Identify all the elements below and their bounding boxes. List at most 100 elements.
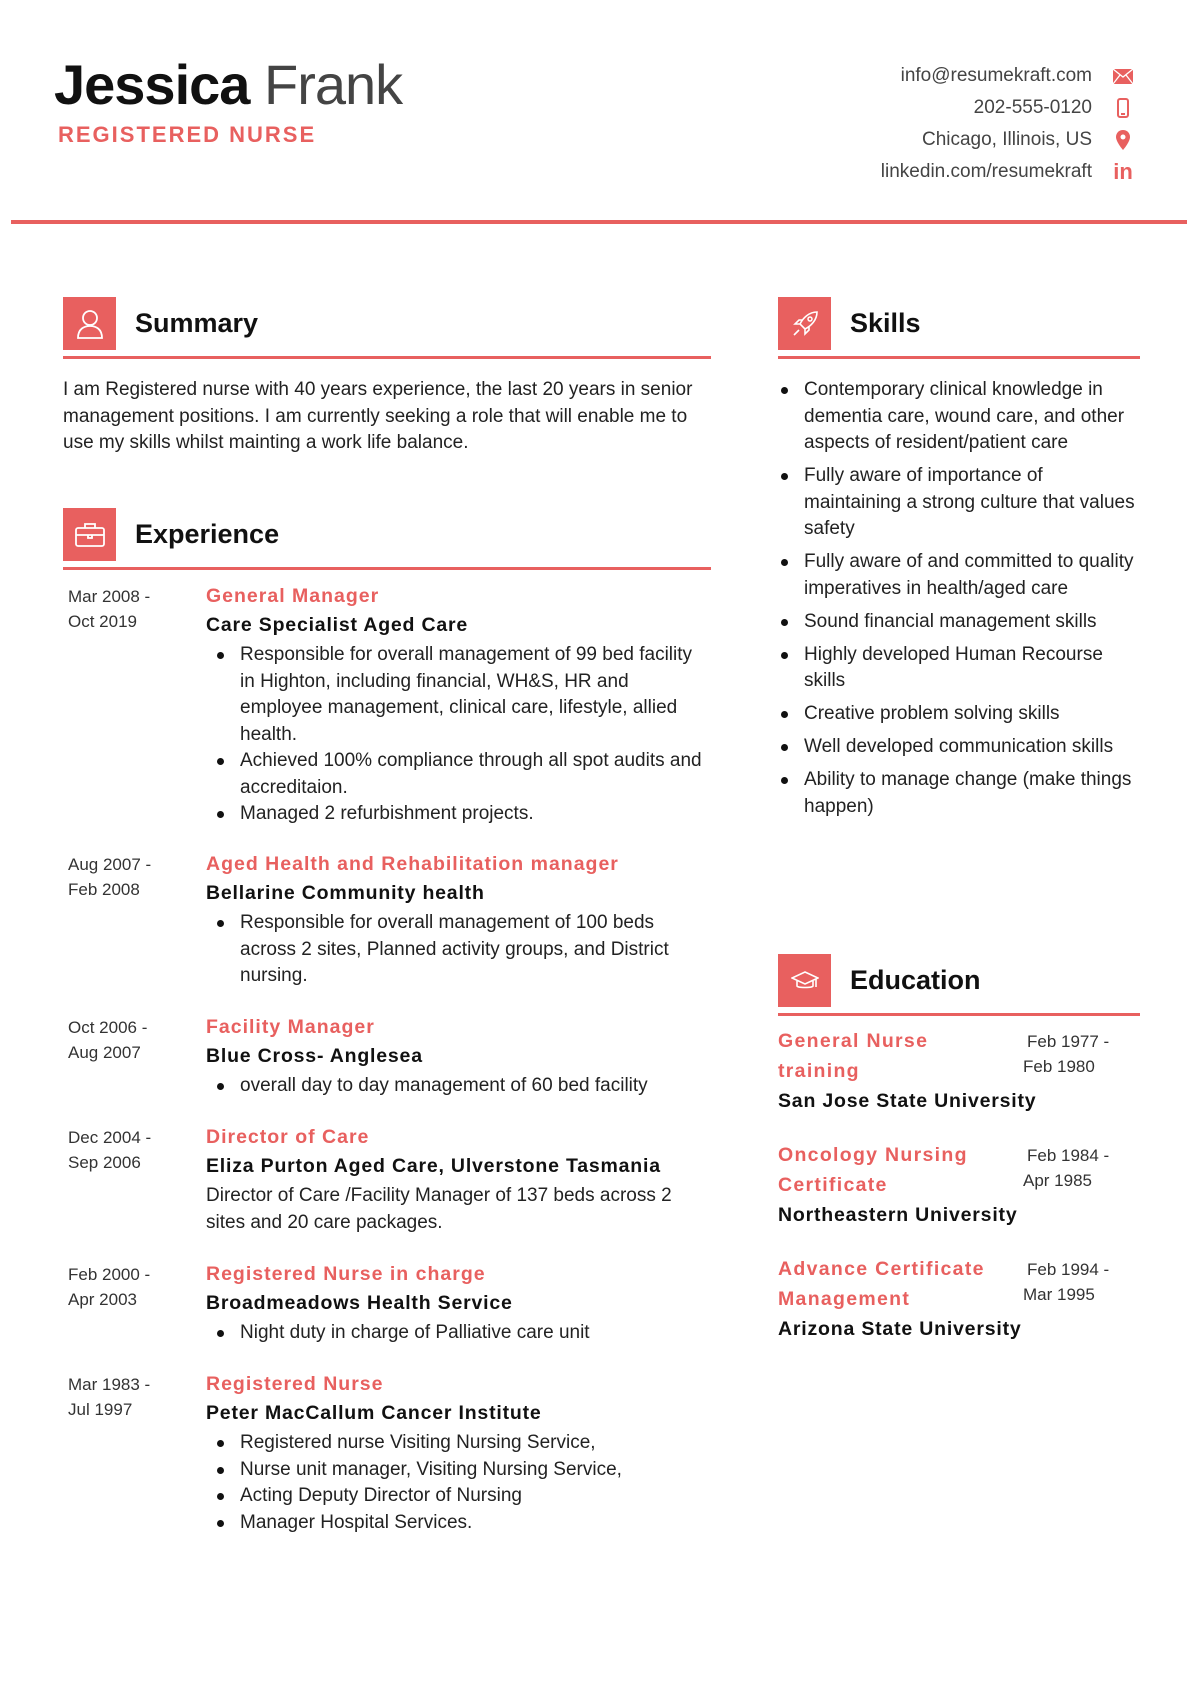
end-date: Sep 2006 (68, 1153, 141, 1172)
start-date: Mar 2008 - (68, 587, 151, 606)
list-item: Achieved 100% compliance through all spo… (206, 748, 711, 801)
education-dates: Feb 1984 - Apr 1985 (1023, 1143, 1143, 1193)
end-date: Jul 1997 (68, 1400, 133, 1419)
entry-dates: Aug 2007 - Feb 2008 (68, 852, 198, 902)
section-title: Experience (135, 519, 280, 549)
graduation-cap-icon (778, 954, 831, 1007)
section-title: Skills (850, 308, 921, 338)
experience-list: Mar 2008 - Oct 2019 General Manager Care S… (63, 0, 711, 1698)
envelope-icon (1110, 68, 1136, 84)
rocket-icon (778, 297, 831, 350)
job-role: REGISTERED NURSE (58, 122, 317, 147)
start-date: Feb 1994 - (1027, 1260, 1110, 1279)
degree-title: General Nurse training (778, 1030, 929, 1082)
list-item: Responsible for overall management of 10… (206, 910, 711, 990)
company: Bellarine Community health (206, 882, 485, 904)
job-title: Registered Nurse in charge (206, 1263, 486, 1285)
list-item: Manager Hospital Services. (206, 1510, 711, 1537)
end-date: Apr 2003 (68, 1290, 137, 1309)
header-divider (11, 220, 1187, 224)
experience-section: Experience (63, 508, 711, 570)
list-item: Nurse unit manager, Visiting Nursing Ser… (206, 1457, 711, 1484)
end-date: Apr 1985 (1023, 1171, 1092, 1190)
last-name: Frank (264, 53, 403, 116)
summary-section: Summary I am Registered nurse with 40 ye… (63, 297, 711, 457)
entry-dates: Mar 2008 - Oct 2019 (68, 584, 198, 634)
location-pin-icon (1110, 130, 1136, 150)
section-title: Education (850, 965, 981, 995)
start-date: Dec 2004 - (68, 1128, 152, 1147)
job-title: Director of Care (206, 1126, 370, 1148)
entry-dates: Mar 1983 - Jul 1997 (68, 1372, 198, 1422)
skill-item: Fully aware of and committed to quality … (778, 549, 1140, 602)
start-date: Feb 1977 - (1027, 1032, 1110, 1051)
list-item: Responsible for overall management of 99… (206, 642, 711, 748)
company: Peter MacCallum Cancer Institute (206, 1402, 542, 1424)
job-title: Registered Nurse (206, 1373, 384, 1395)
education-list: General Nurse training San Jose State Un… (778, 0, 1140, 1698)
end-date: Feb 1980 (1023, 1057, 1095, 1076)
school-name: Northeastern University (778, 1204, 1018, 1226)
company: Eliza Purton Aged Care, Ulverstone Tasma… (206, 1155, 661, 1177)
entry-dates: Feb 2000 - Apr 2003 (68, 1262, 198, 1312)
job-title: Aged Health and Rehabilitation manager (206, 853, 619, 875)
contact-text: 202-555-0120 (973, 97, 1092, 118)
contact-list: info@resumekraft.com 202-555-0120 Chicag… (881, 60, 1136, 188)
contact-linkedin[interactable]: linkedin.com/resumekraft in (881, 156, 1136, 188)
start-date: Feb 1984 - (1027, 1146, 1110, 1165)
school-name: Arizona State University (778, 1318, 1022, 1340)
start-date: Aug 2007 - (68, 855, 152, 874)
job-title: Facility Manager (206, 1016, 375, 1038)
education-entry: Oncology Nursing Certificate Northeaster… (778, 1140, 1138, 1230)
skill-item: Creative problem solving skills (778, 701, 1140, 728)
skill-item: Highly developed Human Recourse skills (778, 642, 1140, 695)
candidate-name: Jessica Frank (54, 52, 403, 117)
skills-section: Skills Contemporary clinical knowledge i… (778, 297, 1140, 827)
list-item: Acting Deputy Director of Nursing (206, 1483, 711, 1510)
end-date: Mar 1995 (1023, 1285, 1095, 1304)
skill-item: Fully aware of importance of maintaining… (778, 463, 1140, 543)
end-date: Oct 2019 (68, 612, 137, 631)
list-item: overall day to day management of 60 bed … (206, 1073, 711, 1100)
phone-icon (1110, 98, 1136, 118)
skill-item: Well developed communication skills (778, 734, 1140, 761)
section-divider (63, 567, 711, 570)
education-entry: Advance Certificate Management Arizona S… (778, 1254, 1138, 1344)
briefcase-icon (63, 508, 116, 561)
education-section: Education (778, 954, 1140, 1016)
skill-item: Sound financial management skills (778, 609, 1140, 636)
start-date: Mar 1983 - (68, 1375, 151, 1394)
company: Broadmeadows Health Service (206, 1292, 513, 1314)
end-date: Aug 2007 (68, 1043, 141, 1062)
section-divider (778, 1013, 1140, 1016)
first-name: Jessica (54, 53, 250, 116)
list-item: Managed 2 refurbishment projects. (206, 801, 711, 828)
user-icon (63, 297, 116, 350)
education-entry: General Nurse training San Jose State Un… (778, 1026, 1138, 1116)
section-divider (63, 356, 711, 359)
start-date: Oct 2006 - (68, 1018, 148, 1037)
entry-dates: Oct 2006 - Aug 2007 (68, 1015, 198, 1065)
entry-dates: Dec 2004 - Sep 2006 (68, 1125, 198, 1175)
list-item: Registered nurse Visiting Nursing Servic… (206, 1430, 711, 1457)
company: Care Specialist Aged Care (206, 614, 469, 636)
contact-email[interactable]: info@resumekraft.com (881, 60, 1136, 92)
degree-title: Oncology Nursing Certificate (778, 1144, 968, 1196)
end-date: Feb 2008 (68, 880, 140, 899)
job-description: Director of Care /Facility Manager of 13… (206, 1185, 672, 1233)
education-dates: Feb 1977 - Feb 1980 (1023, 1029, 1143, 1079)
degree-title: Advance Certificate Management (778, 1258, 985, 1310)
contact-phone[interactable]: 202-555-0120 (881, 92, 1136, 124)
skill-item: Ability to manage change (make things ha… (778, 767, 1140, 820)
school-name: San Jose State University (778, 1090, 1037, 1112)
linkedin-icon: in (1113, 159, 1133, 184)
job-title: General Manager (206, 585, 380, 607)
section-divider (778, 356, 1140, 359)
contact-text: info@resumekraft.com (900, 65, 1092, 86)
contact-text: linkedin.com/resumekraft (880, 161, 1092, 182)
company: Blue Cross- Anglesea (206, 1045, 423, 1067)
contact-text: Chicago, Illinois, US (921, 129, 1092, 150)
list-item: Night duty in charge of Palliative care … (206, 1320, 711, 1347)
start-date: Feb 2000 - (68, 1265, 151, 1284)
contact-location: Chicago, Illinois, US (881, 124, 1136, 156)
